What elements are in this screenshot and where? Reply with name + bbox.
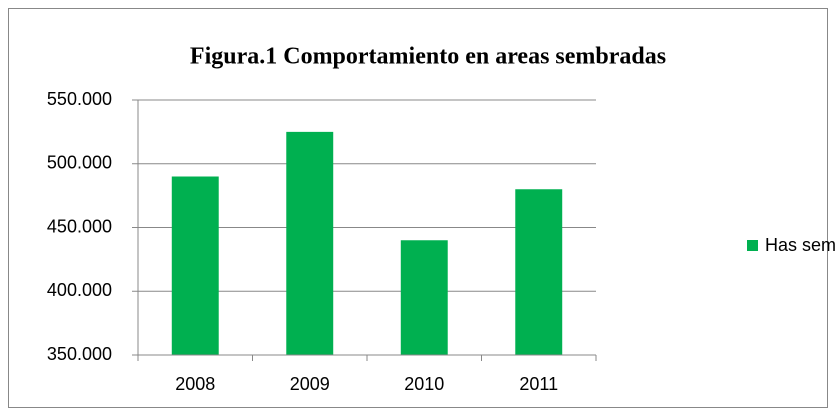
- x-tick-label: 2011: [519, 374, 558, 394]
- chart-title: Figura.1 Comportamiento en areas sembrad…: [190, 44, 666, 70]
- y-tick-label: 500.000: [47, 153, 112, 173]
- bar: [286, 131, 334, 355]
- bar: [400, 240, 448, 355]
- y-tick-label: 400.000: [47, 280, 112, 300]
- y-tick-label: 350.000: [47, 344, 112, 364]
- y-tick-label: 550.000: [47, 89, 112, 109]
- bar: [515, 189, 563, 355]
- x-tick-label: 2008: [175, 374, 215, 394]
- x-tick-label: 2010: [404, 374, 444, 394]
- legend-label: Has sembradas: [765, 235, 836, 255]
- x-tick-label: 2009: [290, 374, 330, 394]
- y-tick-label: 450.000: [47, 216, 112, 236]
- legend-swatch: [747, 240, 758, 251]
- bar: [171, 176, 219, 355]
